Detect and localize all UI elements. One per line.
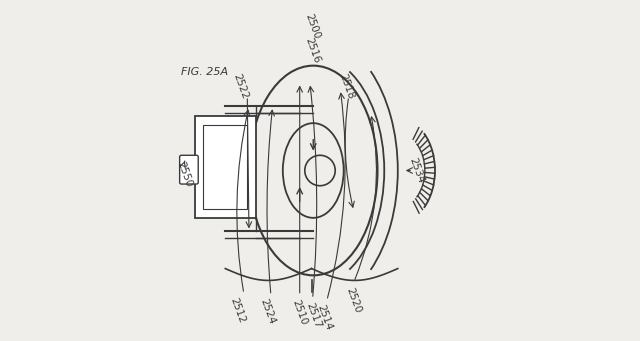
Text: 2512: 2512 <box>228 297 246 325</box>
Text: 2500: 2500 <box>303 13 322 41</box>
Text: 2550: 2550 <box>175 160 194 188</box>
Text: 2514: 2514 <box>316 303 334 332</box>
Text: 2516: 2516 <box>303 36 322 64</box>
Text: 2510: 2510 <box>291 298 309 326</box>
Text: 2534: 2534 <box>407 156 426 185</box>
Text: 2524: 2524 <box>259 298 277 326</box>
FancyBboxPatch shape <box>204 125 247 209</box>
Text: 2517: 2517 <box>304 301 323 329</box>
Text: FIG. 25A: FIG. 25A <box>181 68 228 77</box>
FancyBboxPatch shape <box>180 155 198 184</box>
FancyBboxPatch shape <box>195 116 256 218</box>
Text: 2520: 2520 <box>344 287 363 315</box>
Text: 2518: 2518 <box>337 72 356 100</box>
Text: 2522: 2522 <box>231 72 250 100</box>
